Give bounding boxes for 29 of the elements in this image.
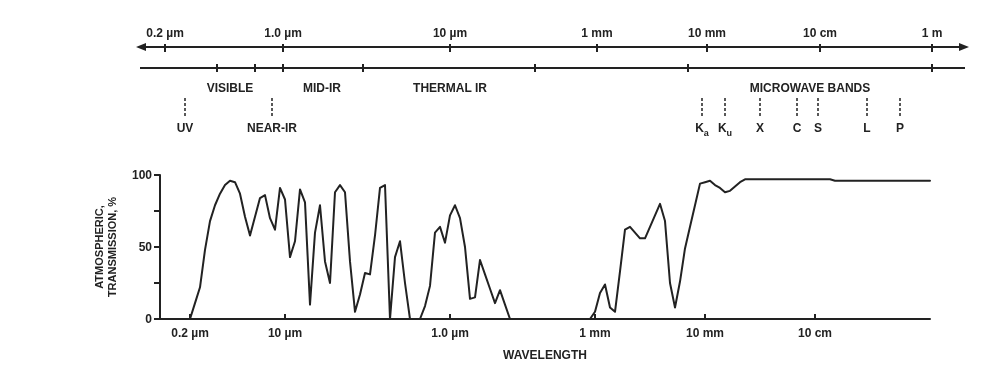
text: L — [863, 121, 871, 135]
text: 10 µm — [432, 26, 468, 40]
y-tick-label: 0 — [145, 312, 153, 326]
text: 1 mm — [581, 26, 613, 40]
text: NEAR-IR — [247, 121, 298, 135]
y-axis-title: ATMOSPHERIC, TRANSMISSION, % — [92, 196, 118, 298]
y-tick-label: 50 — [138, 240, 153, 254]
text: MICROWAVE BANDS — [749, 81, 871, 95]
text: THERMAL IR — [413, 81, 488, 95]
x-tick-label: 1.0 µm — [431, 326, 469, 340]
text: 1.0 µm — [264, 26, 302, 40]
x-tick-label: 0.2 µm — [171, 326, 209, 340]
text: UV — [176, 121, 194, 135]
text: X — [755, 121, 765, 135]
text: 10 cm — [802, 26, 838, 40]
y-tick-label: 100 — [131, 168, 153, 182]
x-tick-label: 10 µm — [267, 326, 303, 340]
text: 1 m — [921, 26, 943, 40]
text: MID-IR — [303, 81, 342, 95]
text: S — [813, 121, 823, 135]
x-tick-label: 10 mm — [685, 326, 725, 340]
x-tick-label: 1 mm — [579, 326, 611, 340]
text: 10 mm — [687, 26, 727, 40]
x-tick-label: 10 cm — [797, 326, 833, 340]
text: C — [792, 121, 802, 135]
x-axis-title: WAVELENGTH — [503, 348, 587, 362]
text: VISIBLE — [206, 81, 254, 95]
text: 0.2 µm — [146, 26, 184, 40]
text: P — [895, 121, 905, 135]
